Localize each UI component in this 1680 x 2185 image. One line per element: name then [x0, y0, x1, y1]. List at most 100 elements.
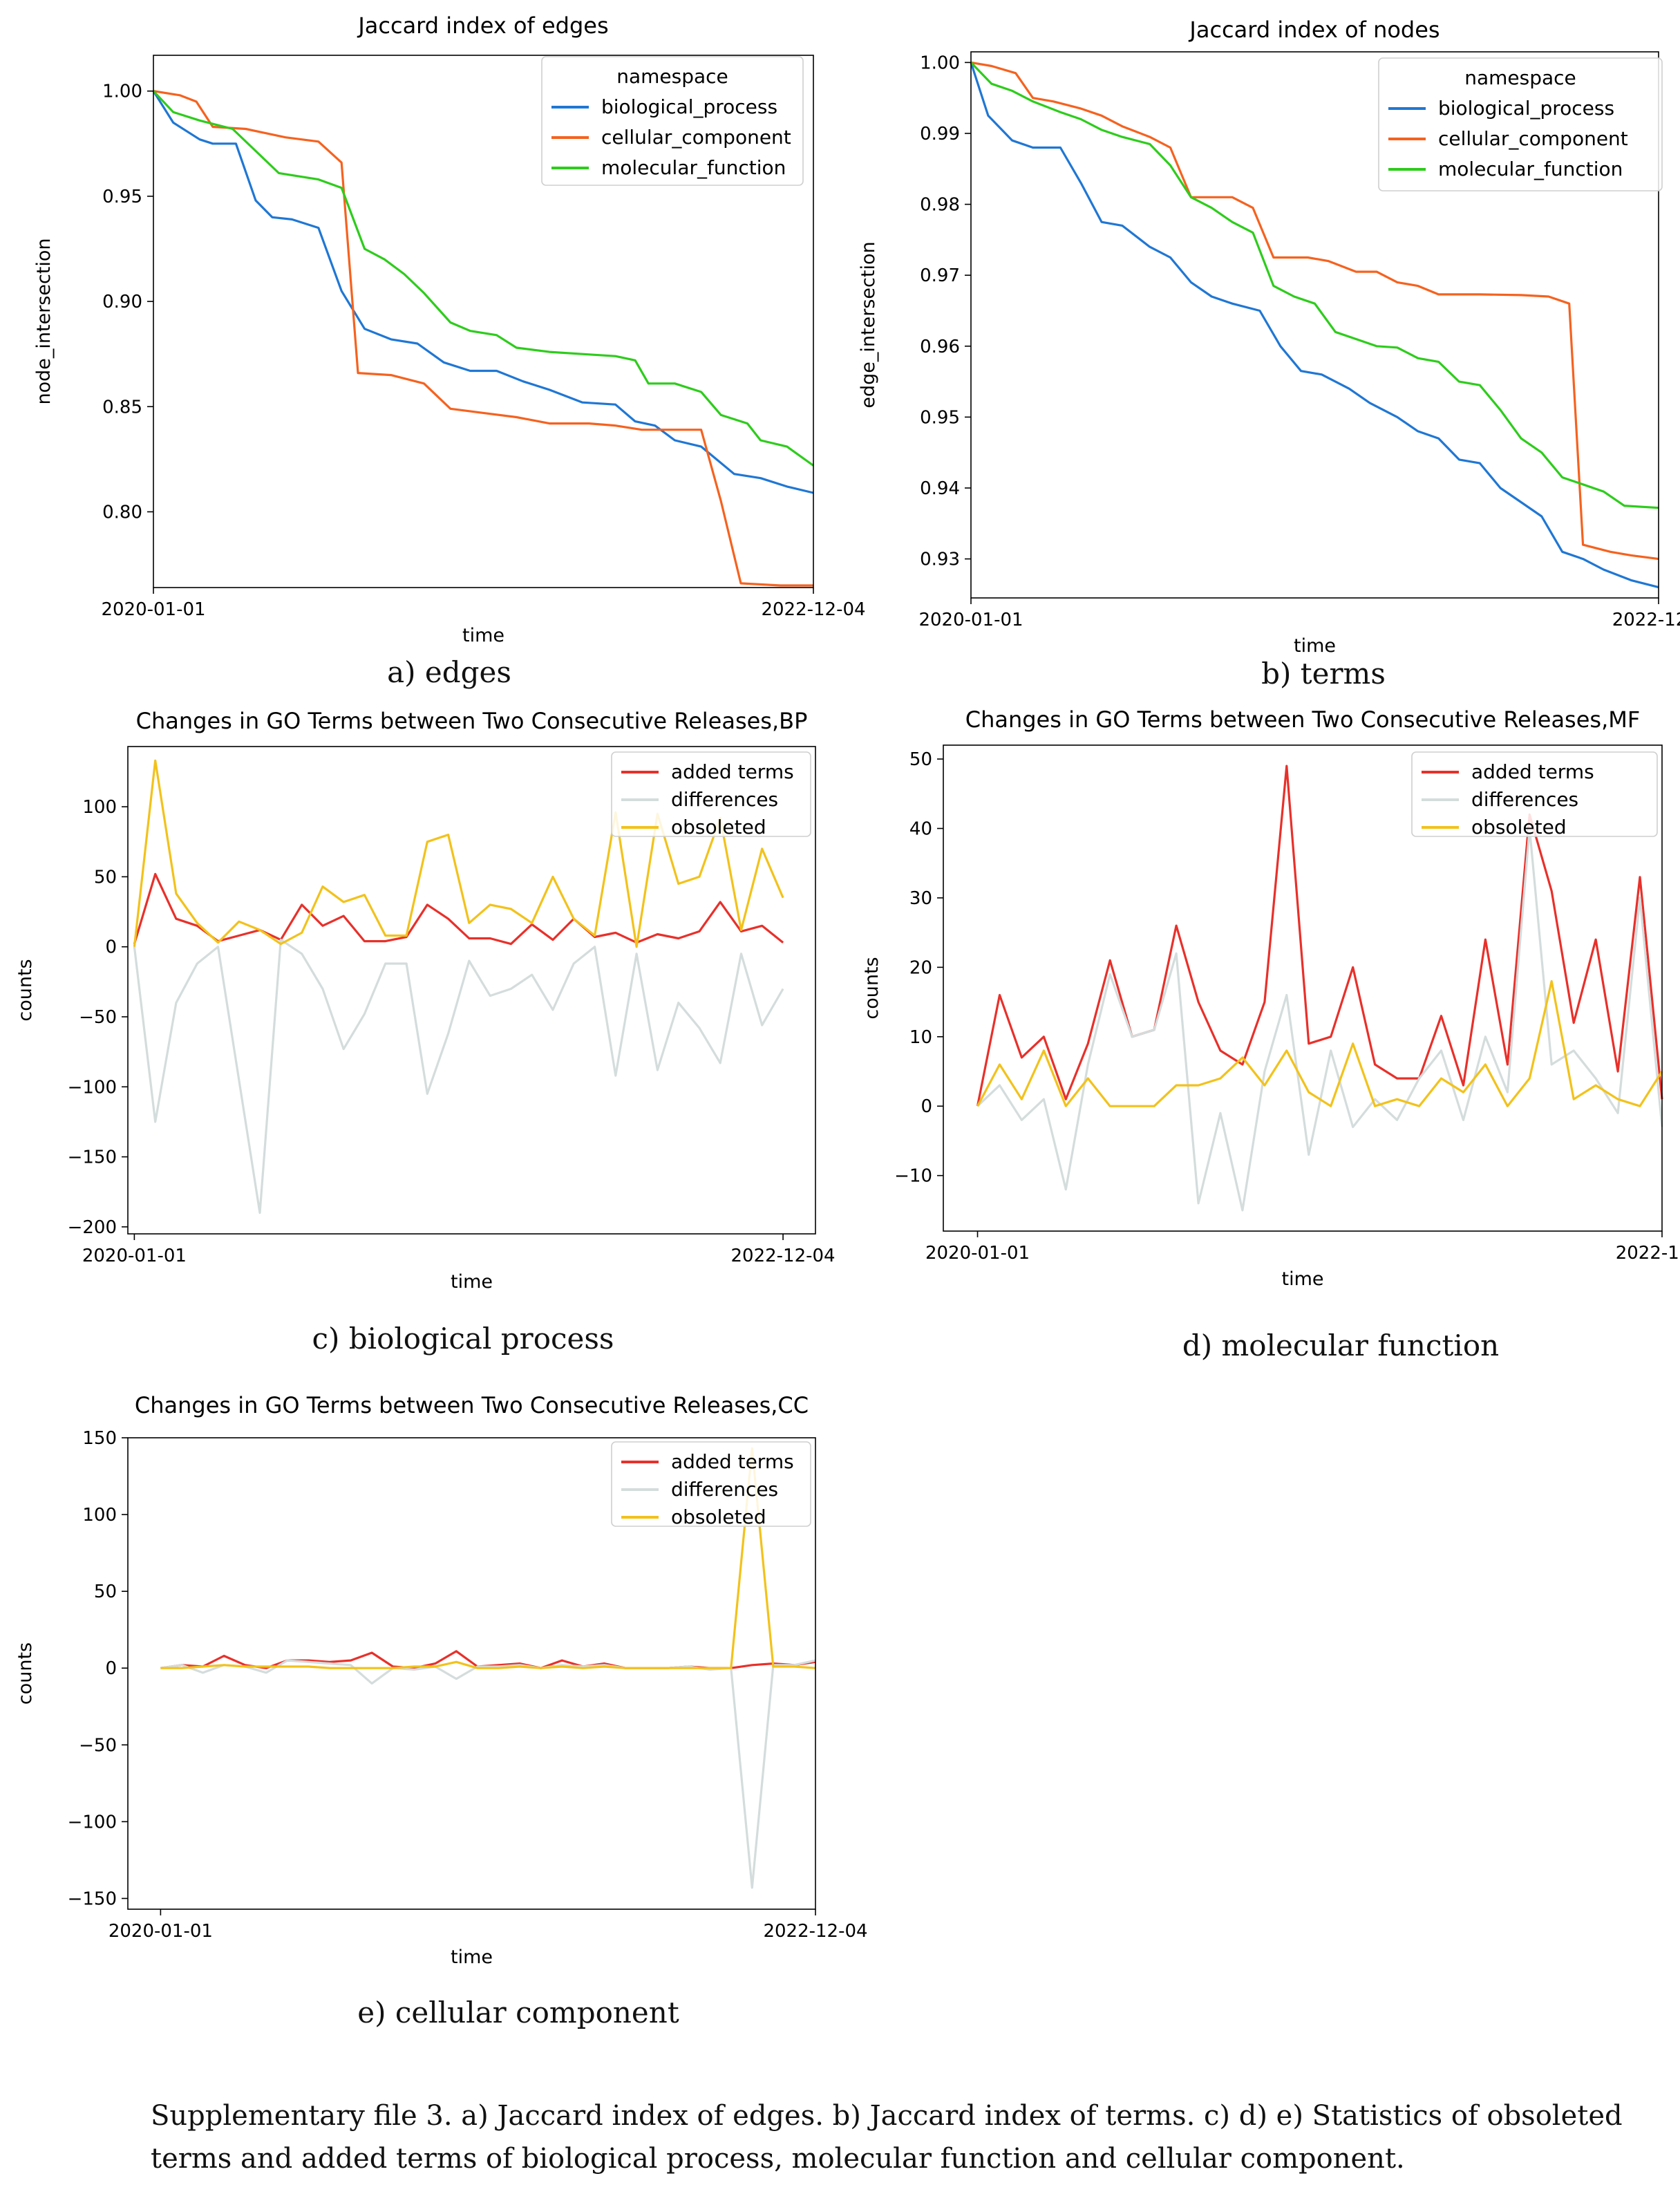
- legend-title: namespace: [1464, 66, 1576, 89]
- series-line-molecular-function: [152, 90, 814, 467]
- chart-b-terms: Jaccard index of nodes 2020-01-01 2022-12-…: [840, 0, 1680, 657]
- y-tick-label: 0: [921, 1096, 932, 1117]
- legend-box: [541, 56, 804, 186]
- y-tick-label: 0: [105, 937, 117, 958]
- chart-b-svg: Jaccard index of nodes 2020-01-01 2022-12-…: [858, 17, 1680, 657]
- series-line-molecular-function: [970, 62, 1659, 509]
- chart-e-cellular-component: Changes in GO Terms between Two Consecut…: [0, 1382, 868, 1991]
- chart-title: Jaccard index of nodes: [1188, 17, 1440, 43]
- series-line-differences: [133, 939, 784, 1215]
- y-tick-label: 0.95: [102, 187, 142, 207]
- legend-label: molecular_function: [1438, 158, 1623, 180]
- chart-c-svg: Changes in GO Terms between Two Consecut…: [15, 708, 836, 1293]
- series-line-obsoleted: [976, 979, 1663, 1107]
- legend-label: obsoleted: [671, 816, 766, 838]
- legend-label: cellular_component: [1438, 127, 1628, 150]
- series-line-obsoleted: [160, 1447, 816, 1669]
- subcaption-c: c) biological process: [312, 1322, 614, 1356]
- subcaption-a: a) edges: [387, 655, 511, 689]
- y-tick-label: 0.97: [920, 265, 960, 286]
- y-tick-label: −10: [894, 1166, 932, 1187]
- y-tick-label: −150: [68, 1147, 117, 1168]
- y-tick-label: 0.99: [920, 124, 960, 144]
- x-tick-label: 2020-01-01: [108, 1921, 213, 1942]
- subcaption-d: d) molecular function: [1182, 1329, 1500, 1362]
- legend-label: added terms: [1471, 760, 1594, 783]
- series-line-obsoleted: [133, 759, 784, 948]
- chart-title: Changes in GO Terms between Two Consecut…: [965, 706, 1641, 733]
- legend-label: obsoleted: [1471, 816, 1567, 838]
- y-tick-label: −200: [68, 1217, 117, 1238]
- x-axis-label: time: [1294, 635, 1336, 657]
- figure-caption: Supplementary file 3. a) Jaccard index o…: [151, 2100, 1623, 2175]
- x-axis-label: time: [1281, 1268, 1323, 1290]
- y-tick-label: 50: [94, 1582, 117, 1602]
- plot-frame: [127, 1437, 816, 1910]
- legend-label: differences: [671, 788, 778, 811]
- subcaption-e: e) cellular component: [357, 1996, 679, 2029]
- y-tick-label: 1.00: [102, 82, 142, 102]
- y-tick-label: 40: [909, 819, 932, 840]
- y-tick-label: −150: [68, 1888, 117, 1909]
- legend-title: namespace: [616, 65, 728, 88]
- series-line-differences: [160, 1659, 816, 1889]
- legend-label: biological_process: [601, 95, 777, 118]
- y-tick-label: 100: [82, 1505, 117, 1526]
- legend-label: added terms: [671, 760, 794, 783]
- y-tick-label: 20: [909, 957, 932, 978]
- y-tick-label: 1.00: [920, 53, 960, 73]
- y-axis-label: counts: [15, 959, 36, 1021]
- legend-label: differences: [1471, 788, 1578, 811]
- y-tick-label: 0.96: [920, 337, 960, 357]
- y-tick-label: −50: [79, 1007, 117, 1028]
- x-tick-label: 2020-01-01: [918, 610, 1023, 630]
- legend: namespace biological_process cellular_comp…: [1378, 57, 1663, 191]
- x-axis-label: time: [462, 625, 504, 646]
- y-tick-label: −100: [68, 1077, 117, 1098]
- series-line-biological-process: [152, 90, 814, 494]
- y-tick-label: 0: [105, 1658, 117, 1679]
- plot-frame: [943, 744, 1663, 1232]
- legend-label: differences: [671, 1478, 778, 1501]
- y-tick-label: 150: [82, 1428, 117, 1449]
- x-tick-label: 2020-01-01: [82, 1246, 187, 1266]
- legend: added terms differences obsoleted: [1411, 751, 1658, 838]
- y-axis-label: edge_intersection: [858, 241, 879, 408]
- x-tick-label: 2020-01-01: [101, 599, 205, 620]
- legend-box: [1411, 751, 1658, 837]
- series-line-biological-process: [970, 62, 1659, 589]
- x-axis-label: time: [451, 1271, 493, 1293]
- plot-frame: [153, 55, 814, 588]
- chart-title: Jaccard index of edges: [357, 12, 608, 39]
- x-tick-label: 2022-12-04: [761, 599, 865, 620]
- y-tick-label: 0.95: [920, 407, 960, 428]
- x-tick-label: 2022-12-0: [1616, 1243, 1680, 1264]
- y-tick-label: 0.85: [102, 397, 142, 418]
- legend-label: biological_process: [1438, 97, 1614, 120]
- plot-frame: [127, 746, 816, 1235]
- legend-label: cellular_component: [601, 126, 791, 149]
- y-tick-label: 0.90: [102, 292, 142, 312]
- x-tick-label: 2020-01-01: [925, 1243, 1030, 1264]
- legend-box: [611, 751, 811, 837]
- y-axis-label: counts: [861, 957, 883, 1019]
- y-tick-label: 10: [909, 1027, 932, 1048]
- chart-c-biological-process: Changes in GO Terms between Two Consecut…: [0, 691, 840, 1313]
- chart-e-svg: Changes in GO Terms between Two Consecut…: [15, 1392, 868, 1968]
- chart-title: Changes in GO Terms between Two Consecut…: [136, 708, 808, 734]
- legend-label: molecular_function: [601, 156, 786, 179]
- y-tick-label: 30: [909, 888, 932, 909]
- x-tick-label: 2022-12-04: [763, 1921, 867, 1942]
- y-tick-label: 0.80: [102, 502, 142, 523]
- legend-box: [1378, 57, 1663, 191]
- y-axis-label: node_intersection: [33, 238, 55, 404]
- series-line-added-terms: [976, 765, 1663, 1107]
- series-line-differences: [976, 827, 1663, 1212]
- chart-a-svg: Jaccard index of edges 2020-01-01 2022-12-…: [33, 12, 866, 646]
- legend-label: obsoleted: [671, 1506, 766, 1528]
- series-line-cellular-component: [970, 61, 1659, 561]
- y-tick-label: 0.98: [920, 195, 960, 216]
- series-line-cellular-component: [153, 90, 813, 587]
- y-tick-label: 100: [82, 797, 117, 818]
- y-tick-label: −100: [68, 1812, 117, 1832]
